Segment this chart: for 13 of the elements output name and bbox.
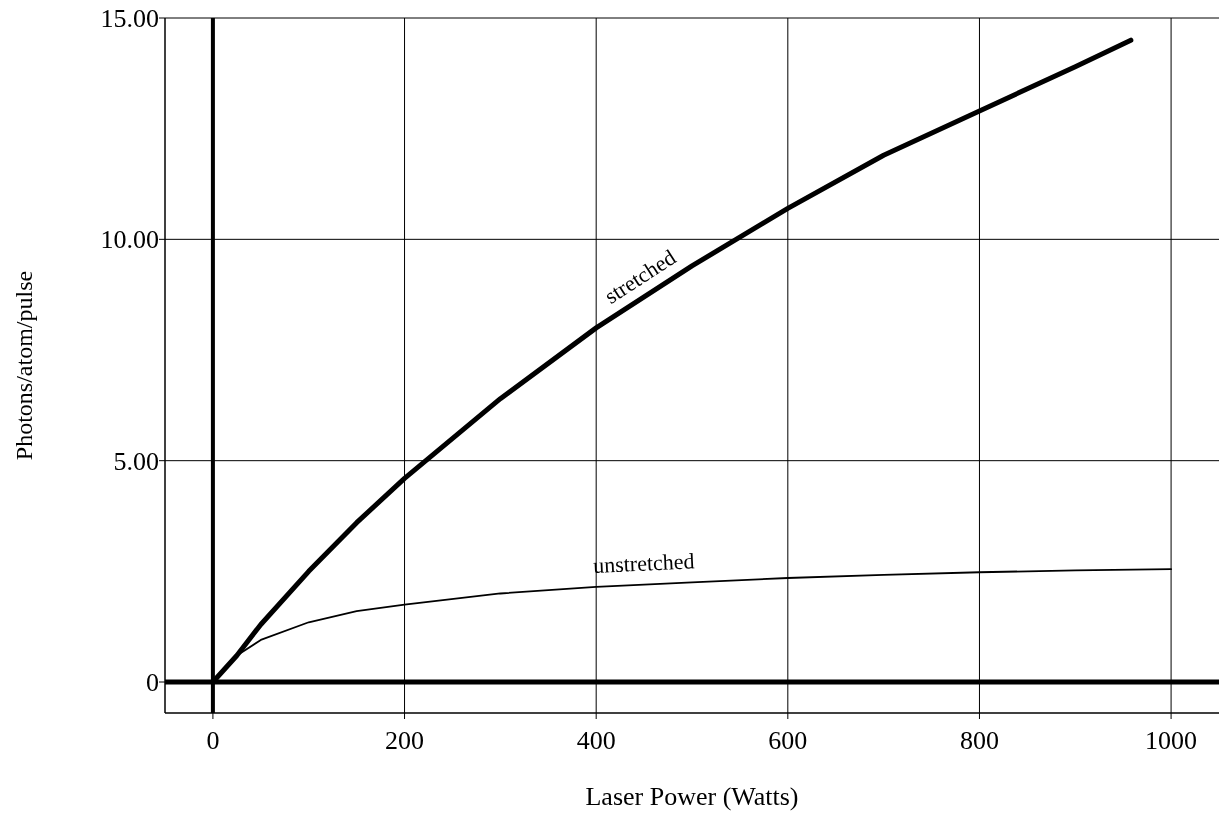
x-tick-label: 400 bbox=[576, 726, 616, 755]
x-tick-label: 1000 bbox=[1145, 726, 1198, 755]
x-tick-label: 200 bbox=[385, 726, 425, 755]
y-tick-label: 5.00 bbox=[113, 446, 159, 476]
x-tick-label: 800 bbox=[959, 726, 999, 755]
y-tick-label: 15.00 bbox=[100, 4, 159, 33]
annotation: unstretched bbox=[592, 548, 695, 578]
x-axis-title: Laser Power (Watts) bbox=[585, 782, 799, 811]
y-axis-title: Photons/atom/pulse bbox=[11, 270, 37, 461]
y-tick-label: 10.00 bbox=[100, 225, 159, 255]
x-tick-label: 600 bbox=[768, 726, 808, 755]
x-tick-label: 0 bbox=[206, 726, 220, 755]
y-tick-label: 0 bbox=[146, 668, 159, 698]
